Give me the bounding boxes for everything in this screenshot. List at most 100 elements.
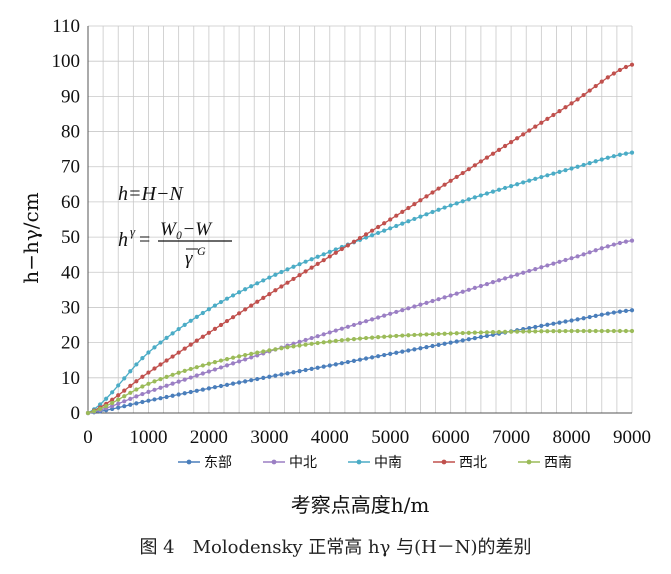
data-point [605,155,610,160]
data-point [128,369,133,374]
data-point [122,394,127,399]
data-point [188,342,193,347]
series-5 [85,328,635,416]
data-point [472,195,477,200]
data-point [182,377,187,382]
data-point [593,159,598,164]
data-point [509,183,514,189]
data-point [418,198,423,203]
data-point [466,287,471,292]
data-point [527,178,532,183]
data-point [611,328,616,334]
data-point [309,265,314,270]
data-point [303,367,308,373]
data-point [224,357,230,362]
y-tick-label: 20 [61,333,80,354]
data-point [569,256,574,261]
figure-caption: 图 4 Molodensky 正常高 hγ 与(H－N)的差别 [139,537,532,558]
data-point [321,252,326,257]
data-point [224,382,230,387]
data-point [569,318,574,323]
legend-marker [526,459,532,465]
data-point [212,303,218,308]
data-point [200,371,205,376]
data-point [515,136,520,141]
data-point [249,284,254,289]
data-point [116,383,121,388]
data-point [376,354,381,359]
x-tick-label: 6000 [432,427,470,448]
data-point [279,284,284,289]
data-point [230,355,236,360]
data-point [418,332,423,337]
data-point [273,288,278,293]
data-point [575,164,580,169]
data-point [376,315,381,320]
formula-lhs: h [118,229,128,251]
data-point [128,383,133,388]
data-point [593,328,598,334]
data-point [194,338,199,343]
data-point [454,201,459,206]
data-point [345,359,351,365]
data-point [369,355,375,360]
data-point [315,365,320,370]
data-point [128,402,133,407]
data-point [557,320,562,325]
data-point [291,264,296,269]
data-point [134,387,139,392]
data-point [369,228,375,233]
data-point [243,379,248,384]
data-point [388,334,393,339]
data-point [351,358,357,363]
data-point [170,393,175,398]
data-point [321,364,326,369]
data-point [327,363,332,368]
data-point [134,379,139,384]
y-tick-label: 80 [61,122,80,143]
data-point [382,334,387,339]
data-point [230,361,236,366]
data-point [309,335,314,341]
data-point [623,239,629,244]
data-point [237,354,242,359]
data-point [406,306,411,311]
data-point [382,221,387,226]
data-point [400,308,405,313]
data-point [327,249,332,254]
data-point [629,308,635,313]
data-point [327,254,332,259]
data-point [629,238,635,243]
legend-label: 中南 [374,455,402,471]
data-point [436,297,441,302]
data-point [412,202,417,207]
data-point [333,250,338,255]
data-point [303,337,308,343]
y-tick-label: 90 [61,86,80,107]
data-point [363,232,369,237]
data-point [249,351,254,356]
formula-numerator: W₀−W [160,219,213,240]
data-point [388,226,393,231]
data-point [194,365,199,370]
data-point [110,403,115,409]
data-point [224,318,230,324]
data-point [315,334,320,339]
data-point [303,342,308,347]
data-point [116,405,121,410]
data-point [466,197,471,202]
x-tick-label: 7000 [492,427,530,448]
data-point [460,170,465,176]
formula-denominator: γ [185,248,193,269]
formula-annotation: h=H−N h γ = W₀−W γ G [118,183,232,269]
data-point [152,379,157,384]
data-point [569,101,574,106]
data-point [454,174,459,180]
data-point [551,171,556,176]
data-point [243,307,248,312]
data-point [484,281,490,287]
data-point [490,330,496,335]
data-point [333,328,338,333]
data-point [509,274,514,279]
data-point [351,239,357,244]
